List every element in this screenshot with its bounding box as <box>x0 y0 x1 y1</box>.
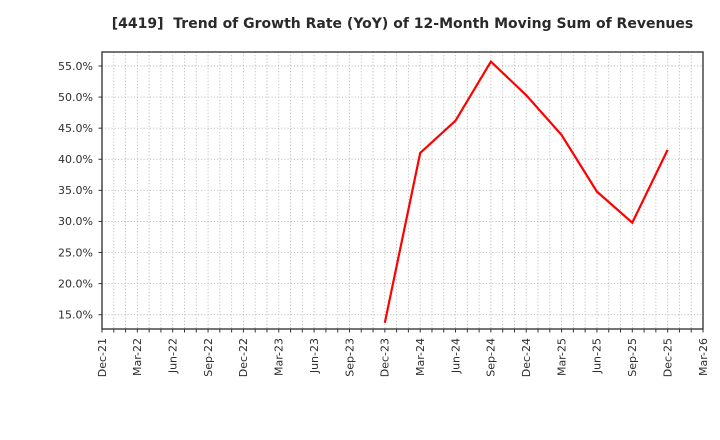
y-tick-label: 30.0% <box>58 215 93 228</box>
series-line <box>383 59 669 324</box>
y-tick-label: 15.0% <box>58 308 93 321</box>
x-tick-label: Mar-25 <box>555 338 568 376</box>
y-tick-label: 50.0% <box>58 91 93 104</box>
x-tick-label: Jun-22 <box>167 338 180 374</box>
x-tick-label: Dec-21 <box>96 338 109 377</box>
y-tick-label: 35.0% <box>58 184 93 197</box>
x-tick-label: Sep-25 <box>626 338 639 377</box>
x-tick-label: Dec-24 <box>520 338 533 377</box>
x-tick-label: Jun-23 <box>308 338 321 374</box>
x-tick-label: Mar-22 <box>131 338 144 376</box>
x-tick-label: Dec-23 <box>379 338 392 377</box>
y-tick-label: 45.0% <box>58 122 93 135</box>
x-tick-label: Mar-26 <box>697 338 710 376</box>
plot-border <box>101 51 704 330</box>
x-tick-label: Dec-22 <box>237 338 250 377</box>
y-tick-label: 20.0% <box>58 277 93 290</box>
x-tick-label: Sep-23 <box>343 338 356 377</box>
y-tick-label: 25.0% <box>58 246 93 259</box>
x-tick-label: Sep-22 <box>202 338 215 377</box>
y-tick-label: 55.0% <box>58 60 93 73</box>
x-tick-label: Jun-24 <box>449 338 462 374</box>
x-tick-label: Jun-25 <box>591 338 604 374</box>
chart-title: [4419] Trend of Growth Rate (YoY) of 12-… <box>111 16 694 32</box>
x-tick-label: Sep-24 <box>485 338 498 377</box>
x-tick-label: Mar-23 <box>273 338 286 376</box>
x-tick-label: Mar-24 <box>414 338 427 376</box>
y-tick-label: 40.0% <box>58 153 93 166</box>
x-tick-label: Dec-25 <box>661 338 674 377</box>
